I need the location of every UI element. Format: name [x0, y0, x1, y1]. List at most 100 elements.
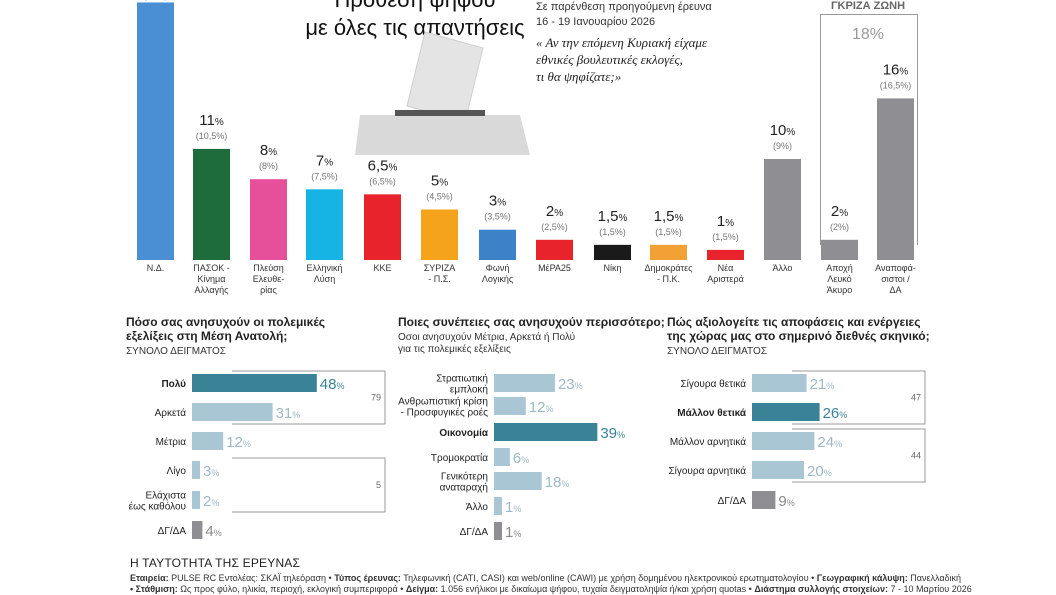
category-label: Άκυρο [827, 285, 853, 295]
bar-4 [364, 194, 401, 260]
hbar-value: 24% [817, 434, 842, 451]
bar-previous-label: (1,5%) [599, 227, 626, 237]
bracket-total: 5 [376, 480, 381, 490]
bar-previous-label: (7,5%) [311, 171, 338, 181]
bar-12 [821, 240, 858, 260]
hbar-label: Ελάχιστα [145, 490, 186, 502]
panel-subtitle: για τις πολεμικές εξελίξεις [398, 343, 511, 355]
bar-0 [137, 2, 174, 260]
bracket-total: 79 [371, 393, 381, 403]
hbar-label: εμπλοκή [450, 384, 488, 396]
category-label: ρίας [260, 285, 277, 295]
panel-subtitle: ΣΥΝΟΛΟ ΔΕΙΓΜΑΤΟΣ [126, 346, 226, 357]
hbar-label: Στρατιωτική [436, 373, 488, 385]
category-label: Φωνή [486, 263, 510, 273]
hbar-label: ΔΓ/ΔΑ [718, 496, 747, 507]
bar-value-label: 5% [431, 173, 448, 190]
category-label: ΣΥΡΙΖΑ [424, 263, 456, 273]
bar-9 [650, 245, 687, 260]
consequences-panel: Ποιες συνέπειες σας ανησυχούν περισσότερ… [390, 316, 680, 546]
bracket-total: 44 [911, 451, 921, 461]
bar-3 [306, 189, 343, 260]
hbar-value: 48% [320, 376, 345, 393]
hbar-value: 1% [505, 499, 521, 516]
bar-value-label: 2% [831, 203, 848, 220]
hbar-label: Σίγουρα αρνητικά [668, 465, 746, 477]
bar-previous-label: (16,5%) [880, 80, 912, 90]
hbar-value: 9% [778, 493, 794, 510]
bar-value-label: 7% [316, 152, 333, 169]
footer-line-2: • Στάθμιση: Ως προς φύλο, ηλικία, περιοχ… [130, 584, 1050, 595]
bar-13 [877, 98, 914, 260]
hbar-value: 2% [203, 493, 219, 510]
hbar [192, 403, 273, 421]
hbar-value: 1% [505, 524, 521, 541]
hbar [192, 461, 200, 479]
hbar-value: 21% [810, 376, 835, 393]
category-label: Αποχή [826, 263, 853, 273]
hbar-label: Γενικότερη [441, 471, 488, 483]
survey-identity-title: Η ΤΑΥΤΟΤΗΤΑ ΤΗΣ ΕΡΕΥΝΑΣ [130, 556, 300, 570]
hbar-label: - Προσφυγικές ροές [400, 407, 488, 419]
hbar [752, 403, 820, 421]
bar-value-label: 2% [546, 203, 563, 220]
hbar [752, 432, 814, 450]
bar-8 [594, 245, 631, 260]
bar-previous-label: (2,5%) [541, 222, 568, 232]
hbar [494, 423, 597, 441]
category-label: Ν.Δ. [147, 263, 165, 273]
panel-subtitle: ΣΥΝΟΛΟ ΔΕΙΓΜΑΤΟΣ [667, 346, 767, 357]
bar-previous-label: (3,5%) [484, 212, 511, 222]
panel-title: Ποιες συνέπειες σας ανησυχούν περισσότερ… [398, 316, 665, 329]
category-label: Λύση [314, 274, 336, 284]
bar-previous-label: (9%) [773, 141, 792, 151]
category-label: Νέα [718, 263, 734, 273]
hbar-label: Μέτρια [156, 436, 187, 448]
hbar [494, 448, 510, 466]
bar-7 [536, 240, 573, 260]
category-label: Ελευθε- [253, 274, 284, 284]
hbar-label: Μάλλον θετικά [677, 408, 747, 419]
bar-value-label: 1,5% [654, 208, 684, 225]
footer-line-1: Εταιρεία: PULSE RC Εντολέας: ΣΚΑΪ τηλεόρ… [130, 573, 1050, 584]
hbar [192, 491, 200, 509]
country-actions-panel: Πώς αξιολογείτε τις αποφάσεις και ενέργε… [655, 316, 945, 546]
category-label: ΠΑΣΟΚ - [193, 263, 230, 273]
hbar-label: αναταραχή [440, 482, 488, 494]
panel-title: Πόσο σας ανησυχούν οι πολεμικές [126, 316, 325, 329]
category-label: ΔΑ [889, 285, 901, 295]
bar-value-label: 1,5% [598, 208, 628, 225]
panel-subtitle: Οσοι ανησυχούν Μέτρια, Αρκετά ή Πολύ [398, 331, 575, 343]
hbar-value: 23% [558, 376, 583, 393]
hbar-value: 26% [823, 405, 848, 422]
bar-10 [707, 250, 744, 260]
hbar [494, 397, 526, 415]
panel-title: Πώς αξιολογείτε τις αποφάσεις και ενέργε… [667, 316, 921, 329]
hbar [192, 432, 223, 450]
hbar [752, 491, 775, 509]
bar-previous-label: (1,5%) [655, 227, 682, 237]
hbar-label: ΔΓ/ΔΑ [158, 526, 187, 537]
category-label: Άλλο [773, 263, 793, 273]
category-label: Λογικής [482, 274, 514, 284]
category-label: Αλλαγής [195, 285, 230, 295]
hbar [494, 522, 502, 540]
bar-11 [764, 159, 801, 260]
hbar-value: 39% [600, 425, 625, 442]
bar-value-label: 1% [717, 213, 734, 230]
bar-previous-label: (1,5%) [712, 232, 739, 242]
hbar-value: 4% [205, 523, 221, 540]
bar-2 [250, 179, 287, 260]
hbar-label: Σίγουρα θετικά [680, 378, 746, 390]
hbar [192, 521, 202, 539]
bar-previous-label: (10,5%) [196, 131, 228, 141]
hbar-value: 31% [276, 405, 301, 422]
bracket-total: 47 [911, 393, 921, 403]
bar-6 [479, 230, 516, 260]
bar-previous-label: (4,5%) [426, 192, 453, 202]
hbar-label: Οικονομία [439, 428, 488, 439]
hbar [192, 374, 317, 392]
category-label: Λευκό [827, 274, 851, 284]
hbar-label: Ανθρωπιστική κρίση [398, 396, 488, 408]
bar-value-label: 3% [489, 193, 506, 210]
